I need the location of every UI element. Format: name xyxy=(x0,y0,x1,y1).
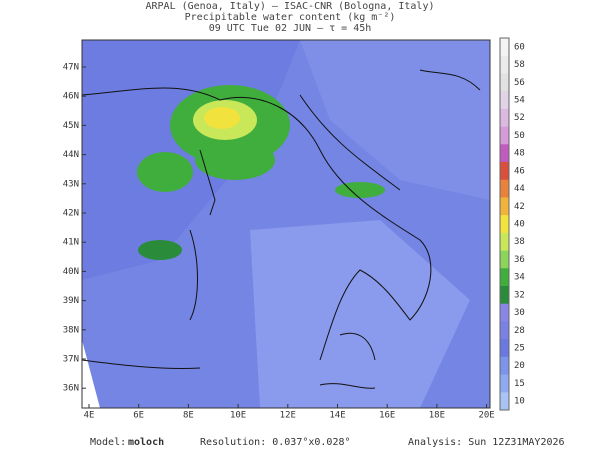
colorbar-swatch xyxy=(500,250,509,269)
lon-label: 18E xyxy=(429,411,445,421)
colorbar-label: 44 xyxy=(514,184,525,194)
map-frame xyxy=(81,39,491,409)
colorbar-label: 56 xyxy=(514,78,525,88)
colorbar-swatch xyxy=(500,197,509,216)
colorbar-swatch xyxy=(500,303,509,322)
colorbar-label: 46 xyxy=(514,166,525,176)
colorbar-frame xyxy=(499,37,510,411)
colorbar-label: 28 xyxy=(514,326,525,336)
lon-label: 10E xyxy=(230,411,246,421)
lon-label: 14E xyxy=(329,411,345,421)
colorbar-swatch xyxy=(500,286,509,305)
lat-label: 45N xyxy=(63,121,79,131)
lat-label: 43N xyxy=(63,179,79,189)
lat-label: 39N xyxy=(63,296,79,306)
colorbar-swatch xyxy=(500,38,509,57)
lon-label: 8E xyxy=(183,411,194,421)
header-line: Precipitable water content (kg m⁻²) xyxy=(185,12,396,23)
colorbar-swatch xyxy=(500,144,509,163)
header-line: 09 UTC Tue 02 JUN — τ = 45h xyxy=(209,23,372,34)
field-area xyxy=(137,152,193,192)
colorbar-swatch xyxy=(500,392,509,411)
lat-label: 42N xyxy=(63,209,79,219)
colorbar-label: 30 xyxy=(514,308,525,318)
colorbar-swatch xyxy=(500,73,509,92)
field-area xyxy=(335,182,385,198)
lat-label: 40N xyxy=(63,267,79,277)
lat-label: 37N xyxy=(63,355,79,365)
field-area xyxy=(250,220,470,408)
lon-label: 4E xyxy=(84,411,95,421)
colorbar-swatch xyxy=(500,356,509,376)
colorbar-swatch xyxy=(500,179,509,198)
colorbar-swatch xyxy=(500,162,509,181)
footer-resolution: Resolution: 0.037°x0.028° xyxy=(200,437,351,448)
lon-label: 16E xyxy=(379,411,395,421)
lon-label: 12E xyxy=(280,411,296,421)
colorbar-label: 34 xyxy=(514,273,525,283)
footer-model-name: moloch xyxy=(128,437,164,448)
field-area xyxy=(300,40,490,200)
colorbar-swatch xyxy=(500,91,509,110)
colorbar-label: 52 xyxy=(514,113,525,123)
lat-label: 36N xyxy=(63,384,79,394)
lon-label: 20E xyxy=(478,411,494,421)
colorbar-label: 40 xyxy=(514,220,525,230)
colorbar-label: 10 xyxy=(514,397,525,407)
lon-label: 6E xyxy=(133,411,144,421)
field xyxy=(82,40,490,408)
lat-label: 38N xyxy=(63,325,79,335)
outside xyxy=(82,340,100,408)
colorbar-label: 58 xyxy=(514,60,525,70)
colorbar-swatch xyxy=(500,374,509,393)
colorbar-label: 48 xyxy=(514,149,525,159)
colorbar-swatch xyxy=(500,339,509,358)
lat-label: 41N xyxy=(63,238,79,248)
colorbar-swatch xyxy=(500,215,509,234)
field-area xyxy=(138,240,182,260)
lat-label: 46N xyxy=(63,92,79,102)
colorbar-swatch xyxy=(500,126,509,145)
footer-model-label: Model: xyxy=(90,437,126,448)
lat-label: 44N xyxy=(63,150,79,160)
colorbar-label: 36 xyxy=(514,255,525,265)
field-area xyxy=(195,140,275,180)
header-line: ARPAL (Genoa, Italy) — ISAC-CNR (Bologna… xyxy=(146,1,435,12)
colorbar-label: 25 xyxy=(514,344,525,354)
field-area xyxy=(204,107,240,129)
lat-label: 47N xyxy=(63,63,79,73)
footer-analysis: Analysis: Sun 12Z31MAY2026 xyxy=(408,437,565,448)
colorbar-label: 15 xyxy=(514,379,525,389)
colorbar-label: 50 xyxy=(514,131,525,141)
colorbar: 60 58 56 54 52 50 48 46 44 42 40 38 36 34 32 30 28 25 20 15… xyxy=(499,37,525,411)
colorbar-swatch xyxy=(500,55,509,74)
colorbar-label: 54 xyxy=(514,96,525,106)
colorbar-swatch xyxy=(500,232,509,252)
colorbar-label: 32 xyxy=(514,290,525,300)
colorbar-label: 38 xyxy=(514,237,525,247)
coastline xyxy=(82,69,481,389)
colorbar-label: 20 xyxy=(514,361,525,371)
colorbar-label: 60 xyxy=(514,42,525,52)
colorbar-swatch xyxy=(500,268,509,287)
lon-axis: 4E 6E 8E 10E 12E 14E 16E 18E 20E xyxy=(84,404,495,421)
lat-axis: 47N 46N 45N 44N 43N 42N 41N 40N 39N 38N 37N 36N xyxy=(63,63,86,394)
colorbar-swatch xyxy=(500,321,509,340)
colorbar-swatch xyxy=(500,108,509,128)
colorbar-label: 42 xyxy=(514,202,525,212)
